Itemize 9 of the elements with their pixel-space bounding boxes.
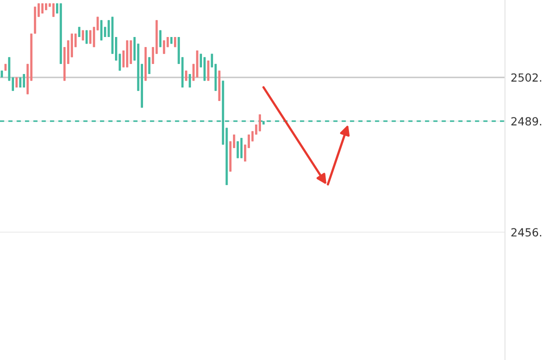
candlestick — [203, 56, 206, 82]
candlestick — [52, 2, 55, 18]
candlestick — [148, 56, 150, 75]
y-tick-label: 2489. — [511, 117, 542, 126]
candlestick — [162, 40, 166, 55]
candlestick — [22, 73, 26, 88]
candlestick — [207, 60, 210, 82]
y-tick-label: 2456. — [511, 228, 542, 237]
y-tick-label: 2502. — [511, 73, 542, 82]
